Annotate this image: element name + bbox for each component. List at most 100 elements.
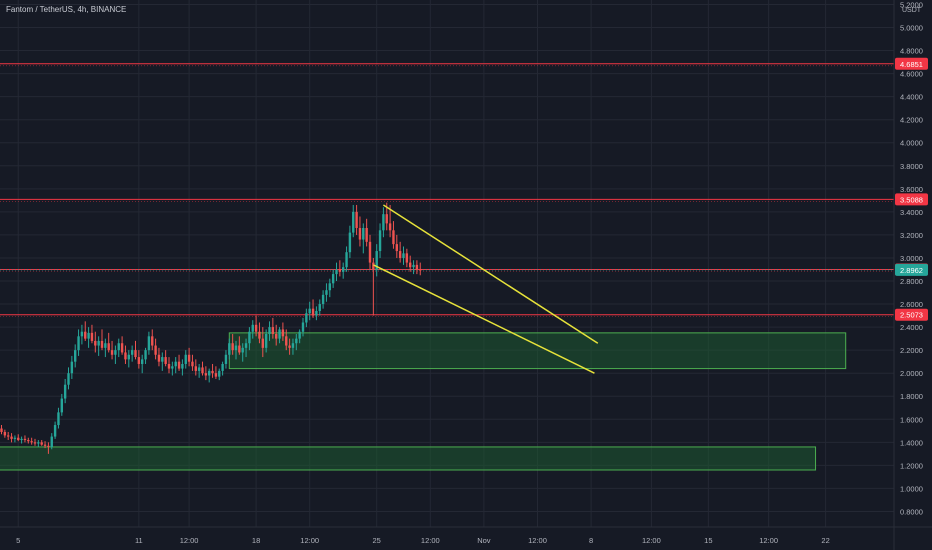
candle-body — [375, 251, 378, 270]
candle-body — [234, 345, 238, 351]
candle — [7, 431, 10, 441]
candle-body — [43, 444, 47, 446]
candle-body — [97, 340, 100, 346]
level-price-badge-bg — [895, 193, 928, 206]
candle-body — [308, 308, 311, 314]
candle — [13, 435, 17, 443]
candle — [285, 329, 288, 351]
candle — [144, 347, 147, 364]
candle-body — [7, 435, 10, 437]
candle-body — [74, 350, 77, 362]
candle — [110, 340, 114, 360]
price-tick-label: 1.4000 — [900, 438, 923, 447]
candle — [211, 363, 214, 378]
price-tick-label: 4.2000 — [900, 116, 923, 125]
time-tick-label: 12:00 — [642, 536, 661, 545]
candle-body — [141, 359, 144, 364]
trendlines — [373, 204, 599, 374]
candle-body — [331, 274, 335, 284]
candle — [405, 248, 409, 268]
candle-body — [53, 425, 57, 437]
candle — [355, 204, 358, 235]
candle — [94, 331, 97, 353]
candle — [23, 435, 27, 443]
candle — [70, 355, 74, 379]
time-tick-label: 8 — [589, 536, 593, 545]
candle — [348, 225, 352, 258]
candle-body — [224, 354, 228, 364]
candle-body — [0, 428, 3, 432]
candle — [53, 421, 57, 439]
candle-body — [385, 214, 388, 224]
candle — [378, 223, 382, 258]
candle — [382, 207, 385, 238]
candle-body — [37, 442, 40, 444]
candle-body — [251, 324, 254, 332]
candle-body — [238, 345, 241, 353]
candle — [251, 320, 254, 339]
candle-body — [264, 334, 268, 348]
candle — [204, 366, 208, 381]
candle — [248, 327, 251, 351]
candle-body — [134, 350, 137, 358]
candle-body — [114, 350, 117, 355]
candle — [402, 246, 405, 265]
candle-body — [107, 343, 110, 351]
candle-body — [174, 361, 177, 367]
candle — [184, 350, 187, 369]
time-axis[interactable]: 5 11 12:00 18 12:00 25 12:00 Nov 12:00 8 12:00 15 12… — [0, 526, 932, 545]
candle-body — [204, 373, 208, 376]
candle — [171, 361, 174, 376]
candle — [419, 262, 422, 276]
candle — [298, 329, 301, 344]
candle-body — [221, 363, 224, 371]
candle-body — [157, 354, 161, 362]
candle — [305, 308, 308, 328]
time-tick-label: 12:00 — [180, 536, 199, 545]
candle — [20, 436, 23, 444]
candle-body — [201, 367, 204, 374]
candle-body — [342, 267, 345, 272]
candle-body — [214, 373, 218, 377]
candle-body — [352, 211, 355, 233]
candle-body — [295, 338, 298, 344]
candle — [3, 429, 7, 438]
time-tick-label: 25 — [373, 536, 381, 545]
candle-body — [63, 384, 67, 399]
candle-body — [87, 332, 90, 339]
candle — [238, 336, 241, 355]
candle-body — [33, 442, 37, 444]
candle — [107, 332, 110, 353]
candle-body — [94, 340, 97, 346]
candle — [191, 354, 194, 371]
candle — [104, 338, 107, 358]
candle — [90, 324, 94, 344]
level-price-badge: 4.6851 — [900, 60, 923, 69]
time-tick-label: 12:00 — [300, 536, 319, 545]
price-axis[interactable]: 5.2000 5.0000 4.8000 4.6000 4.4000 4.2000 4.00… — [893, 0, 923, 550]
candle — [308, 301, 311, 321]
candle-body — [415, 264, 419, 270]
candle-body — [117, 343, 120, 351]
candle — [187, 347, 191, 367]
candle — [231, 334, 234, 355]
level-price-badge: 3.5088 — [900, 195, 923, 204]
candle-body — [311, 308, 315, 316]
candle-body — [187, 354, 191, 362]
last-price-badge-bg — [895, 263, 928, 276]
price-tick-label: 2.0000 — [900, 369, 923, 378]
candle-body — [281, 329, 285, 337]
candle — [214, 366, 218, 379]
candle — [228, 338, 231, 360]
candle — [321, 290, 325, 309]
candle-body — [285, 336, 288, 346]
symbol-title[interactable]: Fantom / TetherUS, 4h, BINANCE — [6, 5, 127, 14]
price-tick-label: 5.0000 — [900, 24, 923, 33]
candle-body — [409, 262, 412, 268]
price-tick-label: 4.6000 — [900, 70, 923, 79]
candle-body — [167, 363, 171, 369]
candle — [177, 354, 181, 371]
candle — [97, 336, 100, 356]
